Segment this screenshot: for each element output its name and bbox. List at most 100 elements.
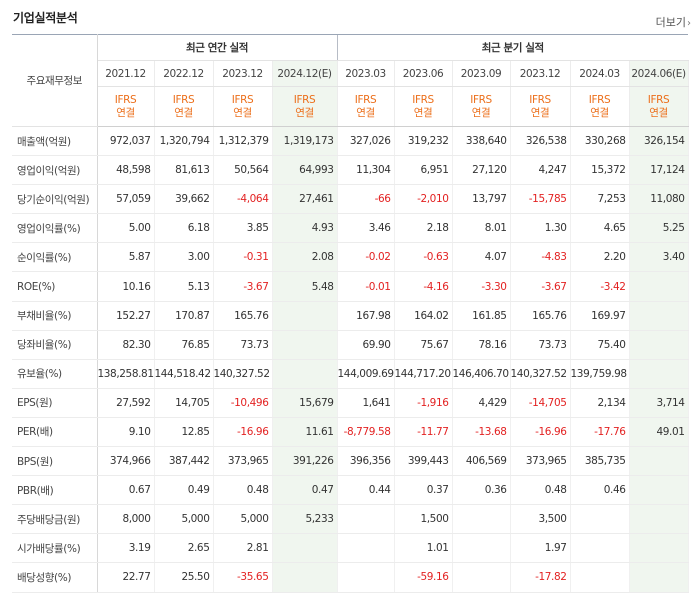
table-cell [629, 562, 689, 593]
table-cell: 406,569 [452, 446, 511, 477]
row-label: 시가배당률(%) [12, 533, 98, 564]
group-annual: 최근 연간 실적 [97, 34, 338, 61]
table-cell: 170.87 [154, 300, 214, 331]
table-row: EPS(원) 27,592 14,705 -10,496 15,679 1,641 -1,9… [12, 387, 689, 418]
ifrs-label: IFRS [588, 93, 611, 106]
table-cell: 326,154 [629, 126, 689, 157]
table-cell: 9.10 [97, 417, 155, 448]
table-cell: 391,226 [272, 446, 338, 477]
table-cell: 2.65 [154, 533, 214, 564]
ifrs-label: IFRS [647, 93, 670, 106]
table-cell: -4.16 [394, 271, 453, 302]
row-label: ROE(%) [12, 271, 98, 302]
consolidated-label: 연결 [590, 106, 609, 119]
row-label: PBR(배) [12, 475, 98, 506]
table-cell: 0.48 [213, 475, 273, 506]
table-cell: 73.73 [510, 330, 571, 360]
ifrs-label: IFRS [354, 93, 377, 106]
row-header: 주요재무정보 [12, 34, 98, 127]
table-row: 매출액(억원) 972,037 1,320,794 1,312,379 1,319,17… [12, 126, 689, 157]
table-cell [272, 330, 338, 360]
table-cell: 39,662 [154, 184, 214, 215]
table-cell: 2.20 [570, 242, 630, 273]
ifrs-label: IFRS [529, 93, 551, 106]
table-cell [629, 330, 689, 360]
ifrs-badge: IFRS 연결 [394, 86, 453, 127]
table-cell: 49.01 [629, 417, 689, 448]
table-cell: 11,304 [336, 155, 395, 186]
ifrs-label: IFRS [114, 93, 137, 106]
row-label: 부채비율(%) [12, 300, 98, 331]
table-cell [272, 359, 338, 389]
table-cell [336, 533, 395, 564]
table-cell: 5.48 [272, 271, 338, 302]
table-row: BPS(원) 374,966 387,442 373,965 391,226 396,35… [12, 446, 689, 477]
table-cell: 4.07 [452, 242, 511, 273]
ifrs-badge: IFRS 연결 [452, 86, 511, 127]
table-cell: -10,496 [213, 387, 273, 418]
period-header: 2023.12 [510, 60, 571, 87]
table-cell: 1.97 [510, 533, 571, 564]
table-cell: 330,268 [570, 126, 630, 157]
table-row: PBR(배) 0.67 0.49 0.48 0.47 0.44 0.37 0.36 0.48 0.… [12, 475, 689, 506]
table-cell: -15,785 [510, 184, 571, 215]
table-row: ROE(%) 10.16 5.13 -3.67 5.48 -0.01 -4.16 -3.30-… [12, 271, 689, 302]
table-cell: 12.85 [154, 417, 214, 448]
row-label: 매출액(억원) [12, 126, 98, 157]
table-cell: 1.01 [394, 533, 453, 564]
table-cell: 81,613 [154, 155, 214, 186]
section-title: 기업실적분석 [13, 11, 78, 25]
table-cell: 27,461 [272, 184, 338, 215]
table-cell: -1,916 [394, 387, 453, 418]
row-label: 유보율(%) [12, 359, 98, 389]
group-quarter: 최근 분기 실적 [336, 34, 689, 61]
table-cell: 3.00 [154, 242, 214, 273]
row-label: BPS(원) [12, 446, 98, 477]
table-cell: 972,037 [97, 126, 155, 157]
table-cell [570, 504, 630, 535]
table-row: 부채비율(%) 152.27 170.87 165.76 167.98 164.02 161… [12, 300, 689, 331]
table-cell [452, 533, 511, 564]
table-cell: 27,592 [97, 387, 155, 418]
table-cell: 2.08 [272, 242, 338, 273]
table-cell: -4.83 [510, 242, 571, 273]
table-cell: 1,641 [336, 387, 395, 418]
table-cell: -11.77 [394, 417, 453, 448]
table-cell: 387,442 [154, 446, 214, 477]
table-cell: -2,010 [394, 184, 453, 215]
table-cell: 11,080 [629, 184, 689, 215]
table-cell: -3.42 [570, 271, 630, 302]
table-cell: 4,247 [510, 155, 571, 186]
table-cell: 75.67 [394, 330, 453, 360]
table-cell [629, 533, 689, 564]
consolidated-label: 연결 [471, 106, 491, 119]
table-cell: 3,714 [629, 387, 689, 418]
consolidated-label: 연결 [295, 106, 314, 119]
table-cell: 373,965 [213, 446, 273, 477]
table-cell: -3.67 [213, 271, 273, 302]
table-cell: 399,443 [394, 446, 453, 477]
table-cell [570, 533, 630, 564]
table-cell: 144,009.69 [336, 359, 395, 389]
table-cell: 6,951 [394, 155, 453, 186]
table-cell: 326,538 [510, 126, 571, 157]
table-row: PER(배) 9.10 12.85 -16.96 11.61 -8,779.58 -11.7… [12, 417, 689, 448]
table-cell: 57,059 [97, 184, 155, 215]
more-link[interactable]: 더보기› [656, 14, 691, 30]
ifrs-badge: IFRS 연결 [154, 86, 214, 127]
table-cell: -59.16 [394, 562, 453, 593]
table-cell: -0.31 [213, 242, 273, 273]
ifrs-label: IFRS [231, 93, 254, 106]
consolidated-label: 연결 [649, 106, 668, 119]
period-header: 2023.03 [336, 60, 395, 87]
table-cell: 1,500 [394, 504, 453, 535]
table-cell [452, 562, 511, 593]
table-cell [629, 271, 689, 302]
table-row: 주당배당금(원) 8,000 5,000 5,000 5,233 1,500 3,500 [12, 504, 689, 535]
table-cell: 3.19 [97, 533, 155, 564]
ifrs-label: IFRS [470, 93, 492, 106]
table-cell: 11.61 [272, 417, 338, 448]
table-cell: -4,064 [213, 184, 273, 215]
table-cell: -0.02 [336, 242, 395, 273]
period-header: 2023.12 [213, 60, 273, 87]
